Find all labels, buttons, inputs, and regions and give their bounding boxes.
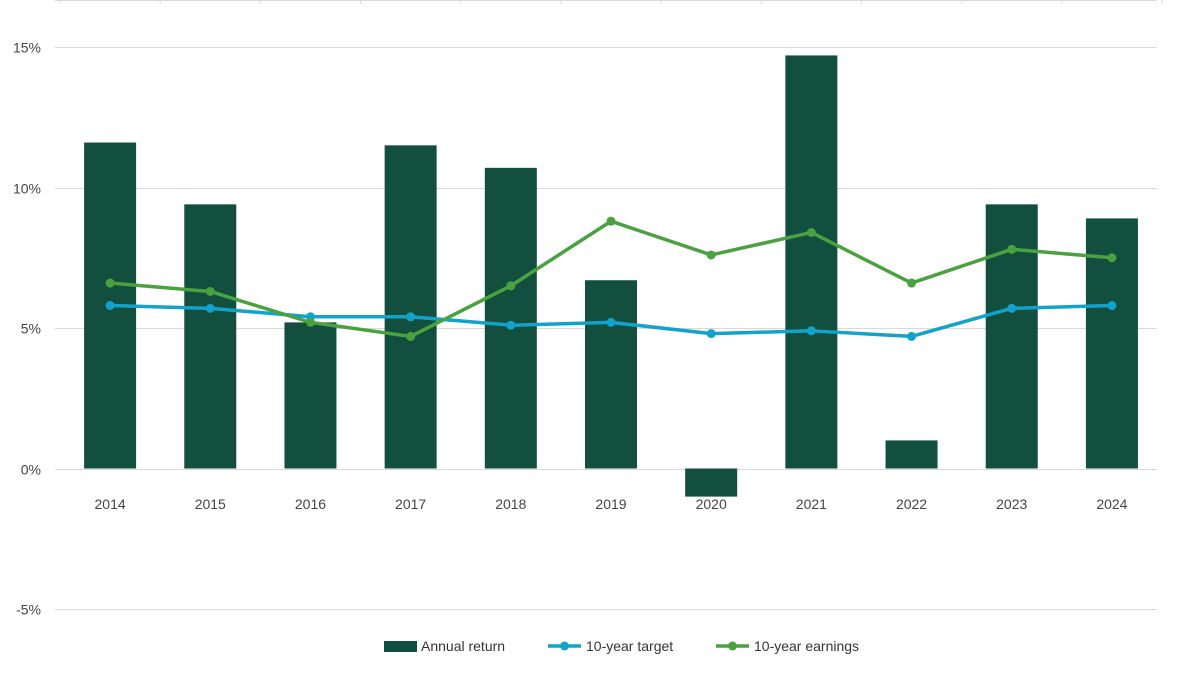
series-point [506,320,516,330]
x-tick-label: 2024 [1096,496,1127,512]
series-point [406,312,416,322]
x-tick-label: 2019 [595,496,626,512]
y-tick-label: -5% [16,602,41,618]
y-tick-label: 5% [21,321,41,337]
series-point [205,286,215,296]
series-point [606,216,616,226]
series-point [406,331,416,341]
bar [885,440,938,469]
legend-marker [728,641,737,651]
series-point [105,301,115,311]
x-tick-label: 2022 [896,496,927,512]
line-series [105,216,1117,341]
legend-label: Annual return [421,638,505,654]
series-point [1007,303,1017,313]
bar [184,204,237,469]
x-tick-label: 2020 [696,496,727,512]
bar [585,280,637,469]
x-tick-label: 2021 [796,496,827,512]
y-tick-label: 15% [13,40,41,56]
y-tick-label: 10% [13,181,41,197]
y-tick-label: 0% [21,462,41,478]
x-tick-label: 2023 [996,496,1027,512]
bar [985,204,1038,469]
series-point [806,227,816,237]
x-tick-label: 2015 [195,496,226,512]
series-point [606,317,616,327]
series-point [806,326,816,336]
bar-series [84,55,1138,497]
series-point [305,317,315,327]
bar [384,145,437,469]
series-point [706,250,716,260]
bar [484,167,537,469]
bar [284,322,337,469]
x-tick-label: 2018 [495,496,526,512]
bar [685,468,738,497]
legend-swatch [384,641,417,652]
series-point [907,278,917,288]
legend-label: 10-year earnings [754,638,859,654]
legend-marker [560,641,569,651]
series-point [1107,253,1117,263]
x-tick-label: 2017 [395,496,426,512]
series-point [1107,301,1117,311]
series-point [1007,244,1017,254]
series-point [706,329,716,339]
x-tick-label: 2016 [295,496,326,512]
series-point [205,303,215,313]
legend: Annual return 10-year target 10-year earni… [384,638,859,654]
x-axis: 2014 2015 2016 2017 2018 2019 2020 2021 2022 2023… [95,496,1128,512]
legend-label: 10-year target [586,638,673,654]
y-axis: 15% 10% 5% 0% -5% [13,40,41,618]
series-point [907,331,917,341]
series-point [105,278,115,288]
x-tick-label: 2014 [95,496,126,512]
series-point [506,281,516,291]
bar [785,55,838,469]
